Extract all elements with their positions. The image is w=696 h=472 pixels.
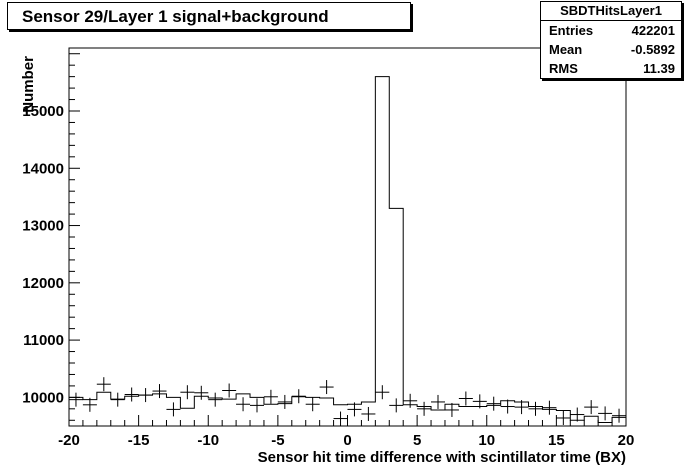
data-point [82, 397, 97, 412]
data-point [472, 394, 487, 409]
data-point [570, 407, 585, 422]
y-tick-label: 12000 [22, 275, 64, 292]
x-tick-label: 10 [478, 432, 495, 449]
data-point [166, 402, 181, 417]
x-tick-label: -5 [271, 432, 284, 449]
data-point [514, 400, 529, 415]
stats-name: SBDTHitsLayer1 [541, 2, 681, 21]
data-point [124, 387, 139, 402]
x-tick-label: 20 [618, 432, 635, 449]
data-point [180, 385, 195, 400]
data-point [417, 401, 432, 416]
data-point [458, 391, 473, 406]
stats-row-entries: Entries 422201 [541, 21, 681, 40]
data-point [612, 408, 627, 423]
data-point [361, 406, 376, 421]
y-tick-label: 10000 [22, 389, 64, 406]
stats-rms-label: RMS [549, 61, 578, 76]
data-point [208, 392, 223, 407]
data-point [152, 384, 167, 399]
x-tick-label: 0 [343, 432, 351, 449]
data-point [236, 397, 251, 412]
data-point [249, 398, 264, 413]
stats-entries-value: 422201 [631, 23, 675, 38]
stats-box: SBDTHitsLayer1 Entries 422201 Mean -0.58… [540, 1, 682, 79]
x-axis-label: Sensor hit time difference with scintill… [258, 449, 626, 466]
y-tick-label: 15000 [22, 103, 64, 120]
x-tick-label: -20 [58, 432, 80, 449]
data-point [389, 398, 404, 413]
y-tick-label: 13000 [22, 218, 64, 235]
plot-frame [68, 47, 627, 427]
stats-mean-value: -0.5892 [630, 42, 675, 57]
data-point [291, 389, 306, 404]
y-axis-label: Number [20, 56, 37, 113]
data-point [542, 400, 557, 415]
data-point [333, 411, 348, 426]
data-point [375, 385, 390, 400]
stats-row-rms: RMS 11.39 [541, 59, 681, 78]
y-tick-label: 11000 [23, 332, 64, 349]
data-markers [68, 377, 627, 426]
data-point [347, 402, 362, 417]
data-point [584, 400, 599, 415]
data-point [528, 401, 543, 416]
data-point [222, 383, 237, 398]
stats-rms-value: 11.39 [643, 61, 675, 76]
data-point [194, 385, 209, 400]
data-point [305, 397, 320, 412]
stats-row-mean: Mean -0.5892 [541, 40, 681, 59]
data-point [263, 389, 278, 404]
x-tick-label: 5 [413, 432, 421, 449]
x-tick-label: 15 [548, 432, 565, 449]
data-point [431, 394, 446, 409]
x-tick-label: -10 [197, 432, 219, 449]
data-point [444, 402, 459, 417]
x-tick-label: -15 [128, 432, 150, 449]
data-point [556, 410, 571, 425]
data-point [68, 392, 83, 407]
data-point [500, 399, 515, 414]
y-tick-label: 14000 [22, 160, 64, 177]
histogram-line [69, 76, 626, 424]
data-point [486, 396, 501, 411]
data-point [138, 388, 153, 403]
data-point [96, 377, 111, 392]
stats-entries-label: Entries [549, 23, 594, 38]
stats-mean-label: Mean [549, 42, 583, 57]
y-axis: 10000 11000 12000 13000 14000 15000 [22, 53, 80, 421]
data-point [403, 393, 418, 408]
x-axis: -20 -15 -10 -5 0 5 10 15 20 [58, 415, 634, 449]
data-point [598, 406, 613, 421]
data-point [277, 394, 292, 409]
data-point [319, 380, 334, 395]
data-point [110, 392, 125, 407]
chart-title: Sensor 29/Layer 1 signal+background [7, 2, 411, 30]
